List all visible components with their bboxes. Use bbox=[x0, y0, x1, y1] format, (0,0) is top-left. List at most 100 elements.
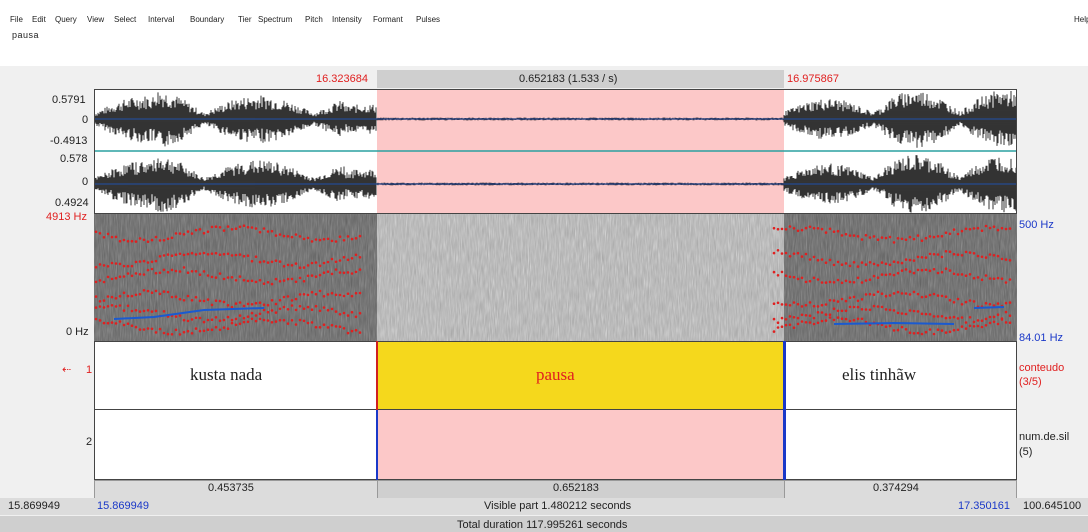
interval-pausa-selected[interactable] bbox=[377, 341, 784, 410]
boundary-tier2-2[interactable] bbox=[783, 410, 786, 480]
formant-dot bbox=[310, 240, 314, 243]
formant-dot bbox=[984, 301, 988, 305]
formant-dot bbox=[326, 293, 330, 296]
formant-dot bbox=[808, 321, 812, 324]
menu-pulses[interactable]: Pulses bbox=[416, 15, 441, 24]
selection-duration-bar[interactable] bbox=[377, 70, 784, 88]
waveform-panel[interactable] bbox=[94, 89, 1017, 214]
formant-dot bbox=[306, 293, 310, 297]
visible-row[interactable] bbox=[0, 498, 1088, 515]
formant-dot bbox=[354, 253, 358, 257]
formant-dot bbox=[130, 274, 134, 278]
formant-dot bbox=[936, 235, 940, 238]
tier1-name[interactable]: conteudo bbox=[1019, 362, 1065, 374]
menu-file[interactable]: File bbox=[10, 15, 23, 24]
formant-dot bbox=[972, 276, 976, 280]
formant-dot bbox=[198, 329, 202, 333]
menu-edit[interactable]: Edit bbox=[32, 15, 46, 24]
formant-dot bbox=[130, 239, 134, 243]
formant-dot bbox=[1008, 259, 1012, 262]
formant-dot bbox=[972, 320, 976, 324]
interval-text-box[interactable]: pausa bbox=[8, 28, 1088, 67]
menu-boundary[interactable]: Boundary bbox=[190, 15, 225, 24]
formant-dot bbox=[776, 326, 780, 329]
formant-dot bbox=[888, 324, 892, 328]
formant-dot bbox=[226, 327, 230, 330]
tier2-name[interactable]: num.de.sil bbox=[1019, 431, 1070, 443]
formant-dot bbox=[302, 266, 306, 269]
formant-dot bbox=[964, 250, 968, 254]
interval-pausa[interactable]: pausa bbox=[536, 365, 575, 384]
menu-formant[interactable]: Formant bbox=[373, 15, 403, 24]
formant-dot bbox=[190, 270, 194, 273]
formant-dot bbox=[106, 265, 110, 268]
formant-dot bbox=[98, 263, 102, 266]
menu-spectrum[interactable]: Spectrum bbox=[258, 15, 293, 24]
formant-dot bbox=[198, 299, 202, 303]
formant-dot bbox=[146, 261, 150, 264]
formant-dot bbox=[796, 229, 800, 233]
interval-elis-tinhaw[interactable]: elis tinhãw bbox=[842, 365, 917, 384]
total-duration-bar[interactable]: Total duration 117.995261 seconds bbox=[0, 516, 1088, 532]
formant-dot bbox=[306, 321, 310, 325]
formant-dot bbox=[1000, 318, 1004, 321]
formant-dot bbox=[788, 304, 792, 307]
formant-dot bbox=[102, 236, 106, 239]
formant-dot bbox=[808, 279, 812, 283]
window-end-right: 100.645100 bbox=[1023, 500, 1082, 512]
menu-interval[interactable]: Interval bbox=[148, 15, 175, 24]
menu-intensity[interactable]: Intensity bbox=[332, 15, 362, 24]
formant-dot bbox=[226, 252, 230, 256]
tier1-arrow-icon[interactable]: ⇠ bbox=[62, 364, 72, 376]
spectrogram-panel[interactable] bbox=[94, 214, 1017, 341]
formant-dot bbox=[290, 319, 294, 322]
formant-dot bbox=[864, 279, 868, 282]
menu-view[interactable]: View bbox=[87, 15, 105, 24]
formant-dot bbox=[186, 230, 190, 233]
menu-pitch[interactable]: Pitch bbox=[305, 15, 323, 24]
formant-dot bbox=[880, 292, 884, 295]
formant-dot bbox=[258, 312, 262, 316]
formant-dot bbox=[346, 271, 350, 274]
menu-query[interactable]: Query bbox=[55, 15, 77, 24]
formant-dot bbox=[936, 315, 940, 318]
formant-dot bbox=[94, 317, 98, 321]
formant-dot bbox=[142, 328, 146, 331]
formant-dot bbox=[1000, 257, 1004, 261]
formant-dot bbox=[904, 268, 908, 271]
formant-dot bbox=[278, 298, 282, 302]
formant-dot bbox=[250, 279, 254, 283]
formant-dot bbox=[230, 305, 234, 309]
formant-dot bbox=[310, 274, 314, 277]
formant-dot bbox=[824, 319, 828, 322]
formant-dot bbox=[920, 312, 924, 316]
formant-dot bbox=[358, 256, 362, 259]
formant-dot bbox=[908, 235, 912, 239]
boundary-1[interactable] bbox=[376, 341, 378, 410]
formant-dot bbox=[258, 301, 262, 304]
boundary-2[interactable] bbox=[783, 341, 786, 410]
formant-dot bbox=[932, 252, 936, 256]
menu-tier[interactable]: Tier bbox=[238, 15, 252, 24]
formant-dot bbox=[330, 239, 334, 243]
formant-dot bbox=[94, 295, 98, 298]
formant-dot bbox=[110, 277, 114, 281]
formant-dot bbox=[980, 319, 984, 322]
duration-3: 0.374294 bbox=[873, 482, 919, 494]
formant-dot bbox=[812, 322, 816, 326]
formant-dot bbox=[110, 295, 114, 299]
formant-dot bbox=[844, 232, 848, 236]
formant-dot bbox=[808, 301, 812, 304]
menu-select[interactable]: Select bbox=[114, 15, 137, 24]
formant-dot bbox=[346, 258, 350, 262]
formant-dot bbox=[772, 330, 776, 333]
formant-dot bbox=[282, 279, 286, 282]
boundary-tier2-1[interactable] bbox=[376, 410, 378, 480]
formant-dot bbox=[924, 312, 928, 316]
formant-dot bbox=[960, 254, 964, 257]
formant-dot bbox=[828, 258, 832, 262]
interval-kusta-nada[interactable]: kusta nada bbox=[190, 365, 263, 384]
formant-dot bbox=[856, 235, 860, 238]
formant-dot bbox=[864, 308, 868, 311]
